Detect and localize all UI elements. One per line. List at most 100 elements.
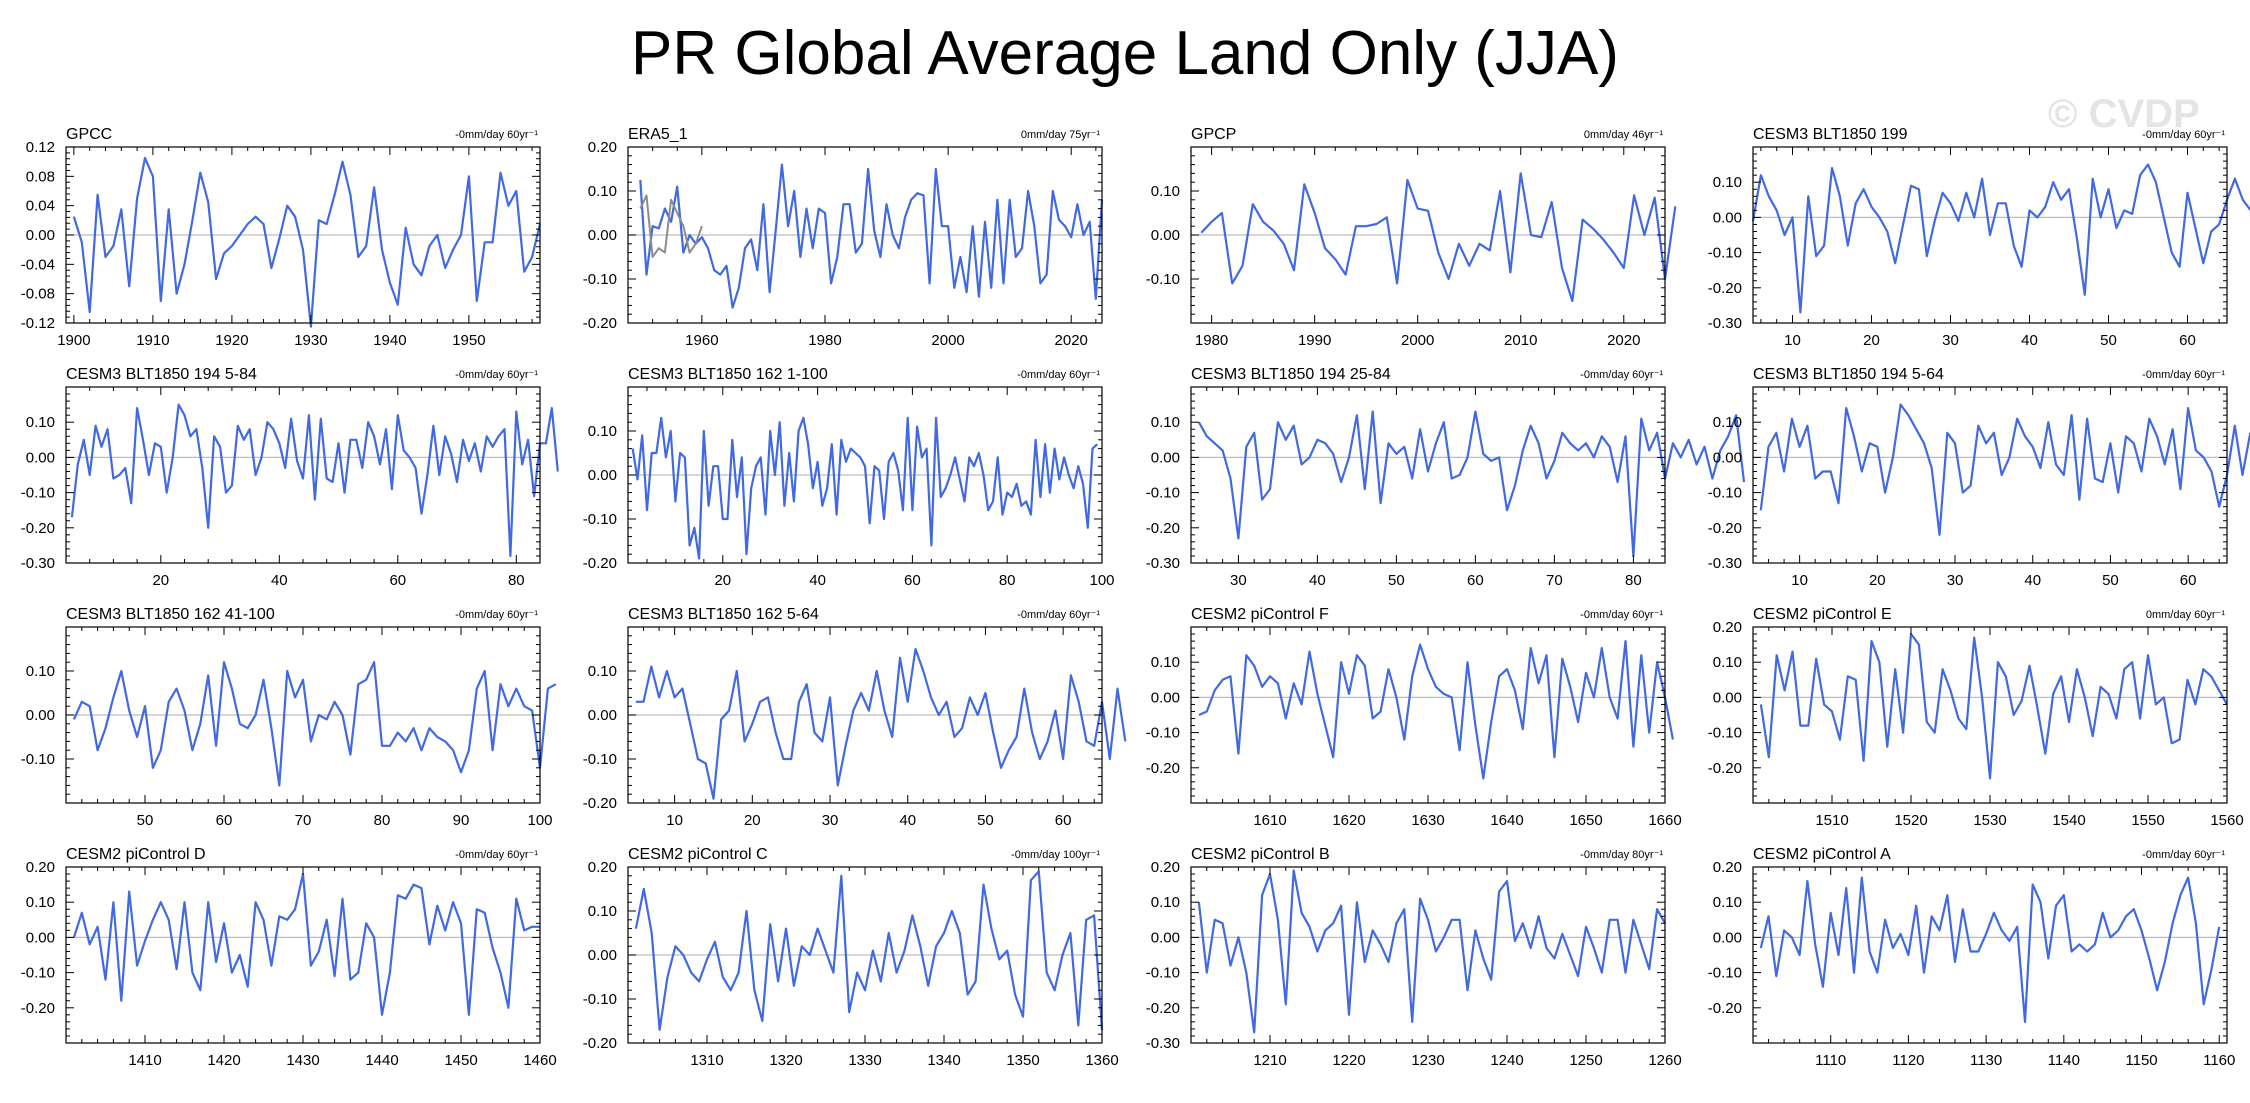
y-tick-label: -0.20 <box>583 1035 617 1052</box>
y-tick-label: 0.00 <box>1713 209 1742 226</box>
series-line <box>639 163 1104 309</box>
y-tick-label: -0.20 <box>1708 280 1742 297</box>
x-tick-label: 1130 <box>1970 1052 2002 1069</box>
y-tick-label: 0.00 <box>1713 689 1742 706</box>
x-tick-label: 1930 <box>294 332 327 349</box>
y-tick-label: -0.20 <box>1146 760 1180 777</box>
x-tick-label: 100 <box>1089 572 1114 589</box>
x-tick-label: 1980 <box>1195 332 1228 349</box>
x-tick-label: 50 <box>137 812 154 829</box>
y-tick-label: -0.10 <box>1146 725 1180 742</box>
x-tick-label: 60 <box>2179 332 2196 349</box>
x-tick-label: 1940 <box>373 332 406 349</box>
panel-trend-label: -0mm/day 60yr⁻¹ <box>455 129 538 141</box>
x-tick-label: 1140 <box>2048 1052 2080 1069</box>
series-line <box>72 872 540 1016</box>
x-tick-label: 1260 <box>1648 1052 1681 1069</box>
series-line <box>72 661 557 787</box>
x-tick-label: 1210 <box>1253 1052 1286 1069</box>
y-tick-label: 0.20 <box>1713 619 1742 636</box>
panel-6: 20 40 60 80 100 -0.20 -0.10 0.00 0.10 CESM3 BLT18… <box>583 366 1115 589</box>
x-tick-label: 1950 <box>452 332 485 349</box>
y-tick-label: -0.10 <box>583 271 617 288</box>
series-line <box>72 156 542 328</box>
x-tick-label: 2020 <box>1055 332 1088 349</box>
panel-title: CESM3 BLT1850 162 5-64 <box>628 606 819 623</box>
panel-title: CESM2 piControl E <box>1753 606 1892 623</box>
x-tick-label: 1910 <box>136 332 169 349</box>
plot-frame <box>1752 866 2228 1044</box>
series-line <box>635 647 1127 800</box>
panel-13: 1410 1420 1430 1440 1450 1460 -0.20 -0.10 0.00 0.… <box>21 846 557 1069</box>
plot-frame <box>1190 386 1666 564</box>
y-tick-label: 0.00 <box>26 929 55 946</box>
x-tick-label: 40 <box>2024 572 2041 589</box>
x-tick-label: 60 <box>904 572 921 589</box>
y-tick-label: -0.20 <box>21 1000 55 1017</box>
panel-trend-label: -0mm/day 60yr⁻¹ <box>1017 609 1100 621</box>
y-tick-label: -0.20 <box>21 520 55 537</box>
y-tick-label: -0.20 <box>583 795 617 812</box>
panel-trend-label: 0mm/day 60yr⁻¹ <box>2146 609 2225 621</box>
series-line <box>70 403 559 558</box>
x-tick-label: 1360 <box>1085 1052 1118 1069</box>
series-line <box>1197 410 1746 558</box>
y-tick-label: 0.10 <box>1713 174 1742 191</box>
x-tick-label: 1220 <box>1332 1052 1365 1069</box>
x-tick-label: 1120 <box>1892 1052 1924 1069</box>
x-tick-label: 30 <box>1942 332 1959 349</box>
panel-title: GPCP <box>1191 126 1236 143</box>
x-tick-label: 10 <box>666 812 683 829</box>
x-tick-label: 70 <box>1546 572 1563 589</box>
y-tick-label: 0.10 <box>1151 183 1180 200</box>
panel-15: 1210 1220 1230 1240 1250 1260 -0.30 -0.20 -0.10 0… <box>1146 846 1682 1069</box>
panel-title: CESM3 BLT1850 194 25-84 <box>1191 366 1391 383</box>
y-tick-label: -0.10 <box>1708 245 1742 262</box>
y-tick-label: 0.00 <box>26 449 55 466</box>
x-tick-label: 1560 <box>2210 812 2243 829</box>
y-tick-label: -0.10 <box>583 751 617 768</box>
x-tick-label: 1330 <box>848 1052 881 1069</box>
x-tick-label: 40 <box>271 572 288 589</box>
panel-title: CESM2 piControl B <box>1191 846 1330 863</box>
panel-trend-label: -0mm/day 80yr⁻¹ <box>1580 849 1663 861</box>
overlay-series-line <box>639 194 703 258</box>
panel-trend-label: -0mm/day 100yr⁻¹ <box>1011 849 1100 861</box>
x-tick-label: 40 <box>809 572 826 589</box>
x-tick-label: 60 <box>1467 572 1484 589</box>
y-tick-label: 0.00 <box>26 227 55 244</box>
series-line <box>1198 639 1674 780</box>
panel-title: CESM2 piControl D <box>66 846 206 863</box>
y-tick-label: 0.20 <box>1151 859 1180 876</box>
x-tick-label: 10 <box>1784 332 1801 349</box>
y-tick-label: -0.20 <box>583 315 617 332</box>
panel-2: 1960 1980 2000 2020 -0.20 -0.10 0.00 0.10 0.20 ER… <box>583 126 1104 349</box>
panel-trend-label: -0mm/day 60yr⁻¹ <box>1580 609 1663 621</box>
x-tick-label: 50 <box>1388 572 1405 589</box>
x-tick-label: 1530 <box>1973 812 2006 829</box>
y-tick-label: -0.08 <box>21 286 55 303</box>
x-tick-label: 80 <box>374 812 391 829</box>
x-tick-label: 1310 <box>690 1052 723 1069</box>
y-tick-label: 0.00 <box>588 227 617 244</box>
page-title: PR Global Average Land Only (JJA) <box>631 19 1619 88</box>
x-tick-label: 1660 <box>1648 812 1681 829</box>
x-tick-label: 30 <box>822 812 839 829</box>
series-line <box>1759 876 2221 1024</box>
y-tick-label: 0.00 <box>1151 227 1180 244</box>
x-tick-label: 60 <box>1055 812 1072 829</box>
panel-trend-label: -0mm/day 60yr⁻¹ <box>455 369 538 381</box>
x-tick-label: 1410 <box>128 1052 161 1069</box>
y-tick-label: -0.30 <box>1708 315 1742 332</box>
x-tick-label: 40 <box>899 812 916 829</box>
x-tick-label: 1650 <box>1569 812 1602 829</box>
panel-title: CESM3 BLT1850 162 41-100 <box>66 606 275 623</box>
panel-title: CESM2 piControl C <box>628 846 768 863</box>
y-tick-label: -0.30 <box>1146 555 1180 572</box>
x-tick-label: 30 <box>1947 572 1964 589</box>
panel-title: CESM3 BLT1850 194 5-64 <box>1753 366 1944 383</box>
series-line <box>1751 163 2250 314</box>
y-tick-label: 0.10 <box>26 414 55 431</box>
y-tick-label: -0.30 <box>1146 1035 1180 1052</box>
